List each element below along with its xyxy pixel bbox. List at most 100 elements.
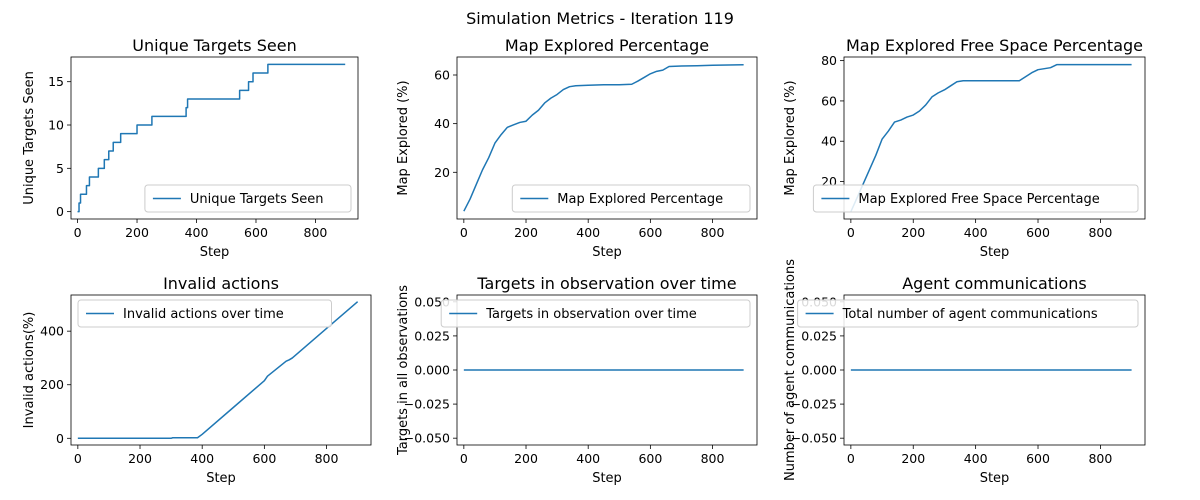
chart-title: Map Explored Free Space Percentage — [846, 36, 1143, 55]
x-axis-label: Step — [980, 471, 1010, 486]
chart-title: Invalid actions — [163, 274, 279, 293]
y-tick-label: −0.025 — [791, 397, 837, 412]
x-tick-label: 600 — [244, 225, 268, 240]
x-axis-label: Step — [206, 471, 236, 486]
y-axis-label: Targets in all observations — [396, 285, 411, 456]
chart-panel-5: Targets in observation over time 0 200 400 6… — [396, 274, 758, 486]
y-tick-label: 400 — [40, 324, 64, 339]
legend: Map Explored Percentage — [511, 184, 751, 213]
y-tick-label: 60 — [821, 93, 837, 108]
legend-box — [144, 184, 352, 213]
y-tick-label: −0.050 — [791, 431, 837, 446]
y-tick-label: 40 — [821, 134, 837, 149]
y-tick-label: 10 — [48, 118, 64, 133]
legend-label: Invalid actions over time — [123, 307, 284, 322]
x-tick-label: 0 — [74, 451, 82, 466]
x-tick-label: 0 — [460, 225, 468, 240]
legend: Unique Targets Seen — [144, 184, 352, 213]
legend-box — [812, 184, 1139, 213]
x-tick-label: 0 — [847, 451, 855, 466]
x-tick-label: 400 — [576, 225, 600, 240]
x-tick-label: 200 — [901, 225, 925, 240]
x-tick-label: 400 — [964, 225, 988, 240]
y-tick-label: 200 — [40, 377, 64, 392]
x-tick-label: 800 — [304, 225, 328, 240]
legend: Targets in observation over time — [440, 299, 751, 328]
x-tick-label: 800 — [315, 451, 339, 466]
x-tick-label: 200 — [514, 451, 538, 466]
chart-panel-3: Map Explored Free Space Percentage 0 200 40… — [783, 36, 1146, 260]
y-tick-label: 40 — [434, 116, 450, 131]
y-axis-label: Map Explored (%) — [396, 80, 411, 195]
y-tick-label: 0.000 — [414, 363, 450, 378]
y-tick-label: 0.025 — [801, 328, 837, 343]
x-tick-label: 400 — [964, 451, 988, 466]
legend: Total number of agent communications — [797, 299, 1139, 328]
series-line-1 — [77, 301, 359, 440]
axes-frame — [70, 294, 372, 446]
axes-frame — [843, 56, 1146, 220]
legend: Invalid actions over time — [77, 299, 332, 328]
x-tick-label: 600 — [252, 451, 276, 466]
figure-suptitle: Simulation Metrics - Iteration 119 — [466, 9, 734, 28]
legend-label: Total number of agent communications — [842, 307, 1098, 322]
y-tick-label: 15 — [48, 74, 64, 89]
y-tick-label: 20 — [434, 165, 450, 180]
legend-box — [440, 299, 751, 328]
chart-panel-2: Map Explored Percentage 0 200 400 600 800 20 40… — [396, 36, 758, 260]
x-tick-label: 0 — [847, 225, 855, 240]
x-tick-label: 400 — [576, 451, 600, 466]
chart-panel-4: Invalid actions 0 200 400 600 800 0 200 400 Step I… — [22, 274, 372, 486]
x-tick-label: 400 — [185, 225, 209, 240]
x-tick-label: 400 — [190, 451, 214, 466]
x-tick-label: 800 — [1088, 225, 1112, 240]
chart-title: Map Explored Percentage — [505, 36, 709, 55]
axes-frame — [456, 56, 758, 220]
y-tick-label: 5 — [56, 161, 64, 176]
x-axis-label: Step — [980, 245, 1010, 260]
x-tick-label: 600 — [638, 451, 662, 466]
legend-label: Map Explored Percentage — [557, 192, 723, 207]
legend-label: Unique Targets Seen — [190, 192, 324, 207]
chart-title: Unique Targets Seen — [132, 36, 296, 55]
x-axis-label: Step — [592, 471, 622, 486]
chart-title: Agent communications — [902, 274, 1087, 293]
x-tick-label: 200 — [901, 451, 925, 466]
axes-frame — [456, 294, 758, 446]
x-tick-label: 200 — [128, 451, 152, 466]
y-axis-label: Invalid actions(%) — [22, 312, 37, 429]
y-axis-label: Unique Targets Seen — [22, 71, 37, 205]
chart-panel-6: Agent communications 0 200 400 600 800 −0.050 −… — [783, 259, 1146, 486]
y-tick-label: −0.050 — [404, 431, 450, 446]
axes-frame — [70, 56, 359, 220]
legend-box — [511, 184, 751, 213]
x-tick-label: 800 — [1088, 451, 1112, 466]
series-line-1 — [77, 63, 346, 213]
y-tick-label: 0 — [56, 204, 64, 219]
x-tick-label: 0 — [74, 225, 82, 240]
y-axis-label: Number of agent communications — [783, 259, 798, 481]
y-axis-label: Map Explored (%) — [783, 80, 798, 195]
x-tick-label: 200 — [125, 225, 149, 240]
x-tick-label: 800 — [701, 451, 725, 466]
y-tick-label: 0 — [56, 431, 64, 446]
x-tick-label: 200 — [514, 225, 538, 240]
legend-box — [77, 299, 332, 328]
x-tick-label: 600 — [638, 225, 662, 240]
legend-label: Map Explored Free Space Percentage — [858, 192, 1099, 207]
x-axis-label: Step — [592, 245, 622, 260]
y-tick-label: −0.025 — [404, 397, 450, 412]
chart-panel-1: Unique Targets Seen 0 200 400 600 800 0 5 10 15 St… — [22, 36, 359, 260]
legend: Map Explored Free Space Percentage — [812, 184, 1139, 213]
chart-title: Targets in observation over time — [476, 274, 736, 293]
series-line-1 — [850, 63, 1132, 213]
legend-label: Targets in observation over time — [485, 307, 697, 322]
x-tick-label: 600 — [1026, 451, 1050, 466]
x-tick-label: 800 — [701, 225, 725, 240]
series-line-1 — [463, 64, 744, 212]
x-tick-label: 0 — [460, 451, 468, 466]
x-tick-label: 600 — [1026, 225, 1050, 240]
legend-box — [797, 299, 1139, 328]
